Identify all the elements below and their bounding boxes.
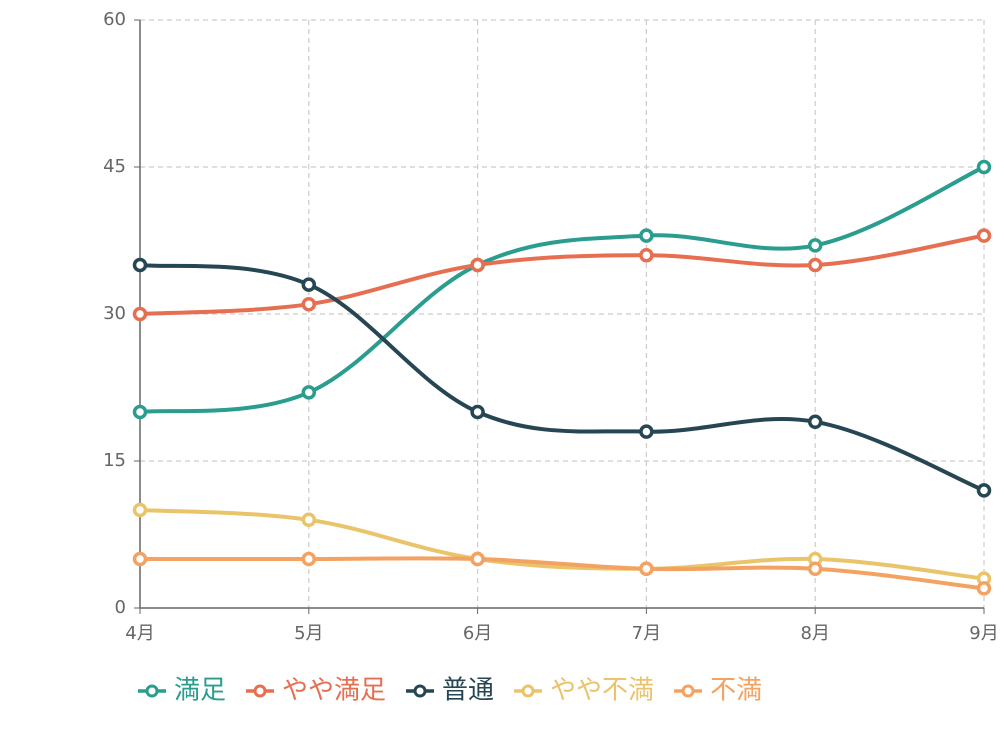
data-point [976, 581, 992, 596]
x-tick-label: 4月 [125, 623, 154, 644]
legend-item: 満足 [138, 676, 226, 706]
legend-item: やや不満 [514, 676, 654, 706]
data-point [976, 483, 992, 498]
x-tick-label: 8月 [800, 623, 829, 644]
legend-label: やや不満 [550, 676, 654, 706]
legend-item: やや満足 [246, 676, 386, 706]
x-tick-label: 6月 [463, 623, 492, 644]
data-point [639, 247, 654, 263]
data-point [301, 277, 317, 292]
y-tick-label: 60 [103, 9, 126, 30]
legend-item: 普通 [406, 676, 494, 706]
legend-marker [521, 684, 535, 698]
legend-label: やや満足 [282, 676, 386, 706]
data-point [301, 385, 317, 400]
data-point [807, 257, 823, 273]
legend-marker [681, 684, 695, 698]
data-point [132, 404, 148, 420]
data-point [976, 159, 992, 175]
y-tick-label: 0 [115, 597, 126, 618]
series-line [139, 233, 985, 316]
data-point [807, 414, 823, 430]
data-point [639, 561, 654, 577]
data-point [807, 238, 823, 253]
legend-item: 不満 [674, 676, 762, 706]
legend-label: 普通 [442, 676, 494, 706]
data-point [470, 551, 485, 567]
series-line [139, 263, 985, 493]
series-line [139, 508, 985, 581]
legend-label: 不満 [710, 676, 762, 706]
x-tick-label: 5月 [294, 623, 323, 644]
data-point [807, 561, 823, 577]
data-point [132, 306, 148, 322]
legend-marker [145, 684, 159, 698]
data-point [639, 228, 654, 243]
data-point [976, 228, 992, 243]
data-point [470, 257, 485, 273]
data-point [301, 512, 317, 528]
x-tick-label: 9月 [969, 623, 998, 644]
data-point [301, 296, 317, 312]
legend-label: 満足 [174, 676, 226, 706]
y-tick-label: 45 [103, 156, 126, 177]
y-tick-label: 30 [103, 303, 126, 324]
data-point [639, 424, 654, 439]
data-point [132, 551, 148, 567]
data-point [301, 551, 317, 567]
data-point [132, 257, 148, 273]
x-tick-label: 7月 [632, 623, 661, 644]
series-line [139, 165, 985, 414]
data-point [132, 502, 148, 518]
legend-marker [413, 684, 427, 698]
y-tick-label: 15 [103, 450, 126, 471]
legend-marker [253, 684, 267, 698]
data-point [470, 404, 485, 420]
series-line [139, 556, 985, 591]
